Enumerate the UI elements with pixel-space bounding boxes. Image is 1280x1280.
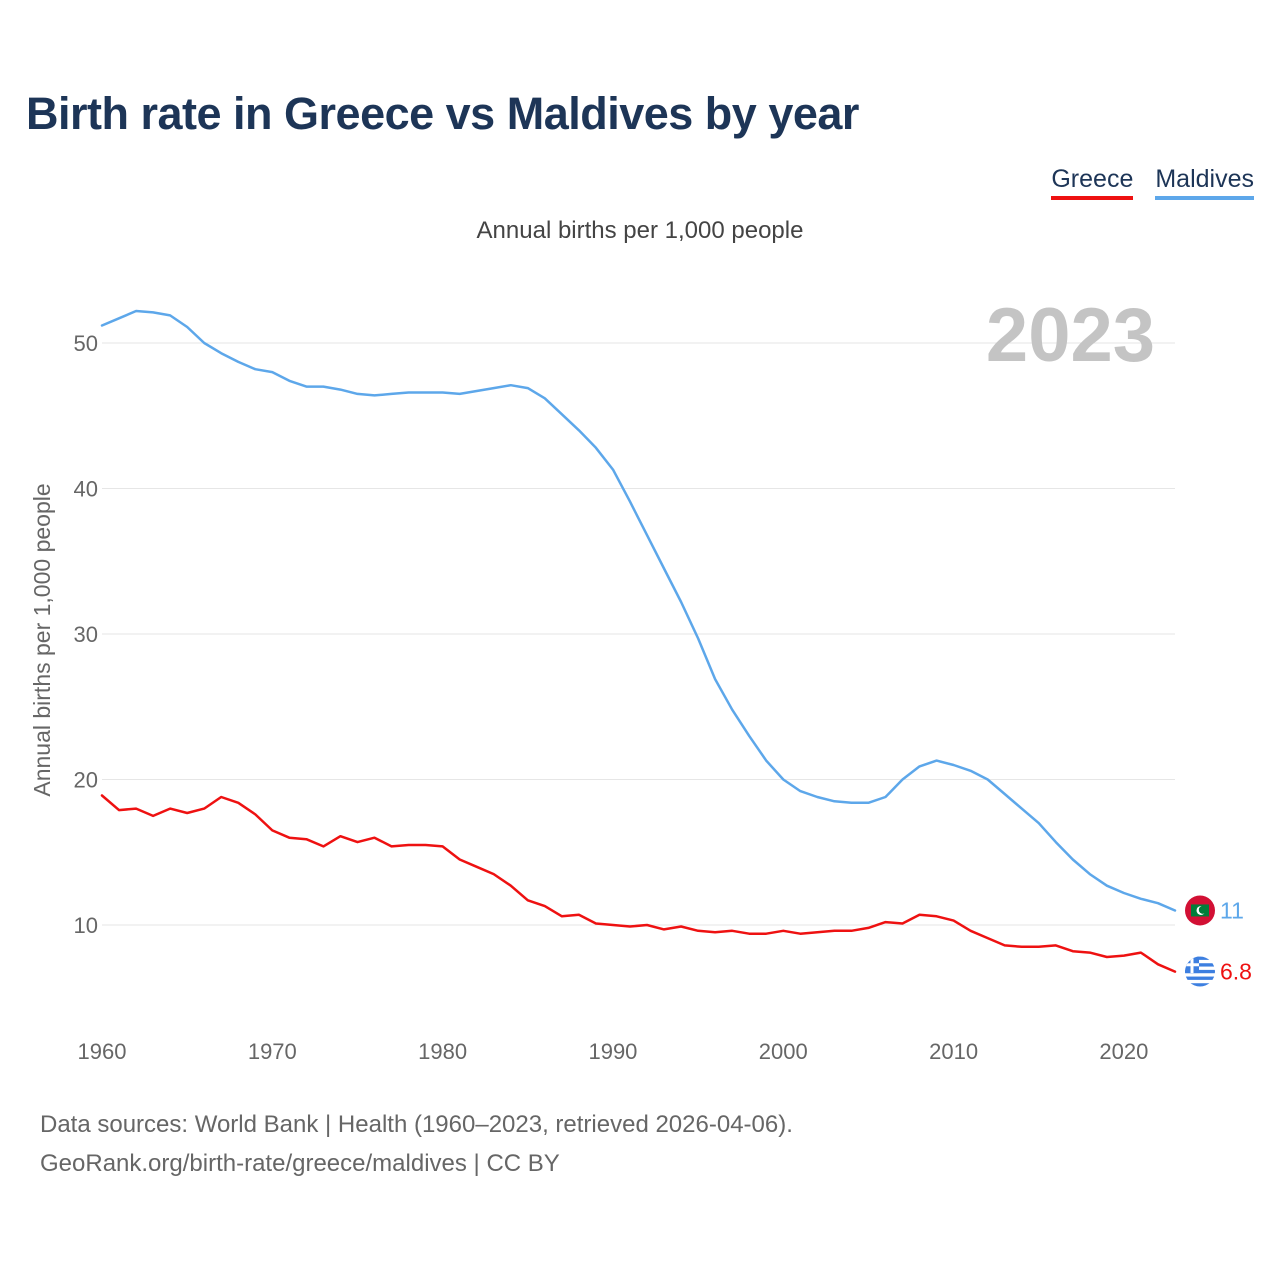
y-axis-ticks: 10 20 30 40 50 (74, 331, 98, 938)
x-tick-label: 1960 (78, 1039, 127, 1064)
x-tick-label: 2020 (1099, 1039, 1148, 1064)
series-line-maldives (100, 309, 1177, 912)
y-tick-label: 40 (74, 477, 98, 502)
y-tick-label: 30 (74, 622, 98, 647)
end-label-greece: 6.8 (1220, 959, 1252, 985)
y-tick-label: 10 (74, 913, 98, 938)
y-tick-label: 50 (74, 331, 98, 356)
legend-item-maldives[interactable]: Maldives (1155, 165, 1254, 200)
y-tick-label: 20 (74, 768, 98, 793)
x-tick-label: 1990 (588, 1039, 637, 1064)
series-lines (100, 309, 1177, 973)
gridlines (102, 342, 1175, 926)
y-axis-label: Annual births per 1,000 people (29, 483, 55, 796)
x-tick-label: 2010 (929, 1039, 978, 1064)
source-note: Data sources: World Bank | Health (1960–… (40, 1105, 793, 1183)
end-label-maldives: 11 (1220, 897, 1244, 923)
chart-subtitle: Annual births per 1,000 people (476, 217, 804, 244)
legend: Greece Maldives (1051, 165, 1254, 200)
source-line-2[interactable]: GeoRank.org/birth-rate/greece/maldives |… (40, 1150, 560, 1177)
x-axis-ticks: 1960 1970 1980 1990 2000 2010 2020 (78, 1039, 1149, 1064)
end-markers: 6.8 11 (1185, 895, 1252, 987)
chart-title: Birth rate in Greece vs Maldives by year (26, 88, 859, 139)
x-tick-label: 1980 (418, 1039, 467, 1064)
legend-item-greece[interactable]: Greece (1051, 165, 1134, 200)
year-watermark: 2023 (986, 293, 1155, 378)
greece-flag-icon (1185, 956, 1215, 987)
series-line-greece (100, 794, 1177, 973)
x-tick-label: 2000 (759, 1039, 808, 1064)
x-tick-label: 1970 (248, 1039, 297, 1064)
source-line-1: Data sources: World Bank | Health (1960–… (40, 1111, 793, 1138)
maldives-flag-icon (1185, 895, 1215, 926)
